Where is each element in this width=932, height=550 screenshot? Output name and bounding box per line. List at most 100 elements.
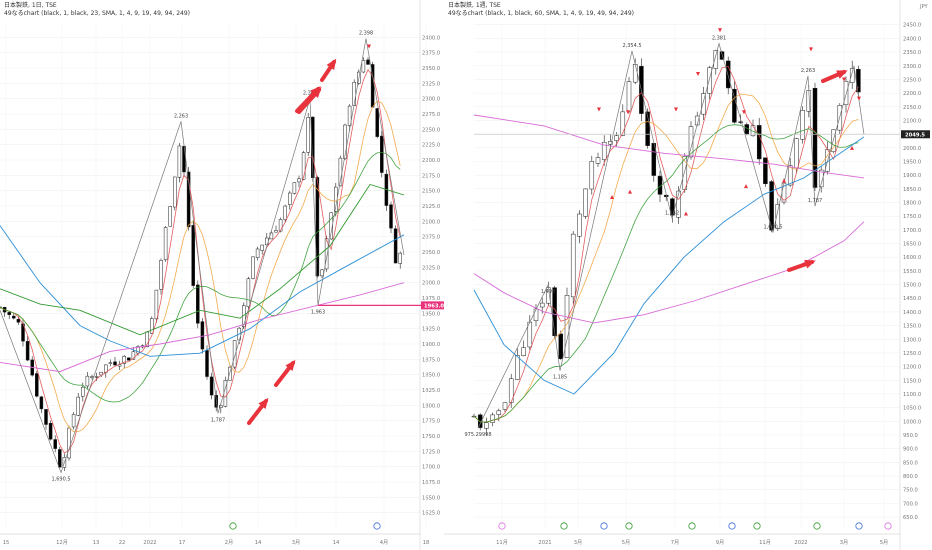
candle	[361, 60, 366, 73]
y-tick-label: 1750.0	[422, 434, 440, 440]
candle	[196, 284, 200, 324]
candle	[812, 87, 818, 188]
candle	[688, 126, 694, 158]
candle	[131, 351, 136, 360]
candle	[150, 318, 154, 334]
moving-average-line	[473, 114, 865, 179]
candle	[484, 422, 489, 429]
candle	[67, 427, 71, 459]
support-price-tag-text: 1963.0	[424, 303, 444, 309]
moving-average-line	[0, 69, 401, 454]
buy-signal-marker	[744, 184, 748, 189]
y-tick-label: 1625.0	[422, 511, 440, 517]
candle	[620, 111, 626, 136]
x-tick-label: 2021	[538, 540, 551, 546]
swing-point-label: 2,263	[801, 68, 815, 74]
candle	[552, 287, 557, 337]
y-tick-label: 2200.0	[903, 91, 921, 97]
candle	[608, 141, 613, 145]
swing-point-label: 1,742	[665, 210, 679, 216]
y-tick-label: 1800.0	[422, 403, 440, 409]
current-price-tag	[901, 130, 930, 139]
sell-signal-marker	[809, 47, 813, 52]
candle	[205, 350, 209, 377]
moving-average-line	[473, 93, 859, 423]
candle	[288, 192, 292, 205]
sell-signal-marker	[674, 107, 678, 112]
sell-signal-marker	[742, 110, 746, 115]
y-tick-label: 2300.0	[903, 64, 921, 70]
candle	[670, 198, 675, 216]
candle	[794, 138, 799, 169]
candle	[831, 129, 836, 152]
y-tick-label: 1725.0	[422, 449, 440, 455]
candle	[775, 204, 781, 229]
axis-unit-label: JPY	[919, 4, 929, 10]
current-price-tag-text: 2049.5	[905, 132, 925, 138]
daily-chart-pane[interactable]: 1625.0 1650.0 1675.0 1700.0 1725.0 1750.0 1775…	[0, 0, 444, 550]
y-tick-label: 700.0	[903, 501, 918, 507]
candle	[601, 142, 607, 160]
x-tick-label: 18	[423, 540, 430, 546]
candle	[738, 121, 743, 123]
weekly-chart-pane[interactable]: 650.0 700.0 750.0 800.0 850.0 900.0 950.0 1000.…	[444, 0, 932, 550]
y-tick-label: 2225.0	[422, 143, 440, 149]
candle	[292, 182, 297, 194]
buy-signal-marker	[684, 211, 688, 216]
candle	[209, 376, 214, 396]
y-tick-label: 2125.0	[422, 204, 440, 210]
x-tick-label: 14	[255, 540, 262, 546]
y-tick-label: 1925.0	[422, 327, 440, 333]
event-badge	[688, 522, 696, 530]
candle	[515, 355, 520, 380]
candle	[191, 225, 195, 286]
daily-indicator-label: 49なるchart (black, 1, black, 23, SMA, 1, …	[4, 10, 190, 17]
y-tick-label: 1300.0	[903, 337, 921, 343]
buy-signal-marker	[850, 145, 854, 150]
candle	[583, 188, 588, 217]
candle	[53, 439, 57, 449]
candle	[380, 135, 384, 173]
x-tick-label: 5月	[622, 539, 631, 546]
candle	[71, 414, 76, 428]
candle	[626, 81, 632, 112]
candle	[732, 88, 737, 123]
y-tick-label: 1825.0	[422, 388, 440, 394]
y-tick-label: 850.0	[903, 460, 918, 466]
swing-point-label: 2,300	[303, 91, 317, 97]
y-tick-label: 2025.0	[422, 265, 440, 271]
candle	[589, 161, 595, 190]
candle	[260, 244, 264, 251]
y-tick-label: 1400.0	[903, 310, 921, 316]
candle	[595, 157, 601, 164]
event-badge	[498, 522, 506, 530]
candle	[570, 233, 576, 298]
y-tick-label: 1250.0	[903, 351, 921, 357]
candle	[818, 169, 824, 188]
zigzag-line	[477, 42, 865, 429]
candle	[843, 80, 849, 106]
y-tick-label: 2350.0	[903, 50, 921, 56]
event-badge	[229, 522, 237, 530]
candle	[315, 177, 320, 277]
y-tick-label: 950.0	[903, 433, 918, 439]
weekly-chart-svg[interactable]: 650.0 700.0 750.0 800.0 850.0 900.0 950.0 1000.…	[444, 0, 932, 550]
candle	[645, 111, 650, 146]
candle	[490, 414, 495, 423]
daily-chart-svg[interactable]: 1625.0 1650.0 1675.0 1700.0 1725.0 1750.0 1775…	[0, 0, 444, 550]
candle	[676, 190, 681, 218]
buy-signal-marker	[782, 178, 786, 183]
y-tick-label: 1000.0	[903, 419, 921, 425]
swing-point-label: 2,354.5	[622, 43, 641, 49]
x-tick-label: 13	[93, 540, 100, 546]
x-tick-label: 2022	[794, 540, 807, 546]
candle	[219, 405, 223, 408]
event-badge	[560, 522, 568, 530]
y-tick-label: 1450.0	[903, 296, 921, 302]
sell-signal-marker	[626, 110, 630, 115]
sell-signal-marker	[718, 28, 722, 33]
sell-signal-marker	[842, 77, 846, 82]
candle	[7, 312, 11, 315]
candle	[521, 347, 526, 356]
x-tick-label: 2022	[143, 540, 156, 546]
